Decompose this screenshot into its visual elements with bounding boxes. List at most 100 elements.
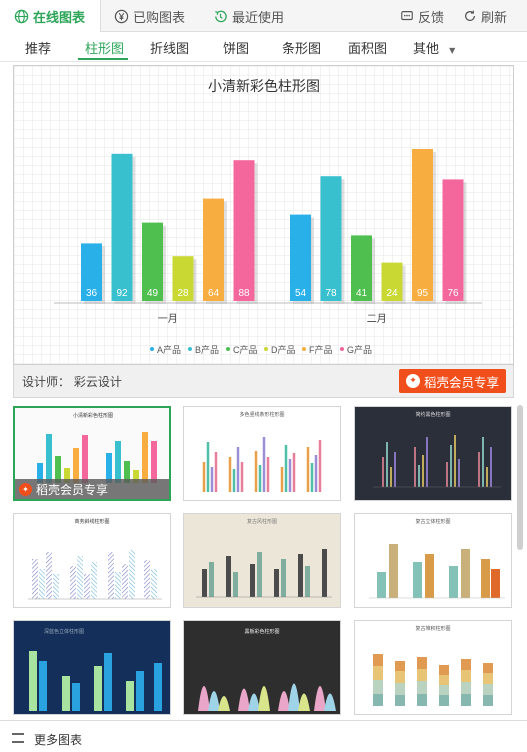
- template-thumb[interactable]: 复古立体柱形图: [354, 513, 512, 608]
- bar-value-label: 88: [238, 288, 250, 299]
- thumb-title: 复古风柱形图: [247, 518, 277, 525]
- thumb-title: 多色竖线条形柱形图: [239, 411, 284, 418]
- tab-other-label: 其他: [413, 42, 440, 57]
- thumb-title: 黑板彩色柱形图: [244, 628, 279, 635]
- template-thumb[interactable]: 黑板彩色柱形图: [183, 620, 341, 715]
- list-icon: [12, 733, 24, 743]
- legend-marker: [188, 347, 192, 351]
- x-tick-label: 一月: [158, 313, 178, 325]
- thumb-chart: 商务斜线柱形图: [28, 518, 162, 600]
- chart-bar: [233, 160, 255, 301]
- feedback-button[interactable]: 反馈: [400, 0, 444, 32]
- legend-label: D产品: [271, 344, 296, 355]
- legend-label: C产品: [233, 344, 258, 355]
- thumb-chart: 复古风柱形图: [196, 518, 332, 598]
- chart-bar: [111, 153, 133, 301]
- tab-area-chart[interactable]: 面积图: [348, 42, 388, 57]
- gallery-scrollbar[interactable]: [517, 405, 523, 550]
- bar-value-label: 92: [116, 288, 128, 299]
- chart-bar: [172, 256, 194, 301]
- tab-purchased-charts[interactable]: 已购图表: [114, 0, 185, 32]
- template-thumb[interactable]: 简约黑色柱形图: [354, 406, 512, 501]
- refresh-button[interactable]: 刷新: [463, 0, 507, 32]
- x-tick-label: 二月: [367, 313, 387, 325]
- thumb-vip-label: 稻壳会员专享: [36, 482, 109, 497]
- designer-bar: 设计师： 彩云设计 ✦ 稻壳会员专享: [13, 365, 514, 398]
- tab-column-chart[interactable]: 柱形图: [85, 42, 125, 57]
- chart-bar: [381, 262, 403, 301]
- legend-label: A产品: [157, 344, 181, 355]
- globe-icon: [14, 9, 29, 23]
- tab-online-charts[interactable]: 在线图表: [0, 0, 101, 32]
- tab-online-charts-label: 在线图表: [33, 10, 86, 26]
- thumb-chart: 复古立体柱形图: [369, 518, 505, 599]
- bar-value-label: 49: [147, 288, 159, 299]
- chart-bar: [142, 222, 163, 301]
- chart-category-tabs: 推荐 柱形图 折线图 饼图 条形图 面积图 其他 ▼: [0, 32, 527, 62]
- legend-label: F产品: [309, 344, 333, 355]
- chart-bar: [203, 198, 224, 301]
- chart-bar: [412, 149, 433, 301]
- bar-value-label: 78: [325, 288, 337, 299]
- legend-marker: [264, 347, 268, 351]
- template-gallery: 小清新彩色柱形图 ✦ 稻壳会员专享 多色竖线条形柱形图 简约黑色柱形图: [0, 403, 527, 716]
- main-chart: 小清新彩色柱形图 36 92 49 28 64 88 54 78 41 24 95 76 一月 二月 A…: [14, 66, 513, 364]
- tab-pie-chart[interactable]: 饼图: [223, 42, 250, 57]
- thumb-chart: 深蓝色立体柱形图: [29, 628, 162, 711]
- tab-recommended[interactable]: 推荐: [25, 42, 52, 57]
- legend-marker: [340, 347, 344, 351]
- template-thumb[interactable]: 深蓝色立体柱形图: [13, 620, 171, 715]
- tab-line-chart[interactable]: 折线图: [150, 42, 190, 57]
- tab-bar-chart[interactable]: 条形图: [282, 42, 322, 57]
- vip-exclusive-button[interactable]: ✦ 稻壳会员专享: [399, 369, 506, 393]
- feedback-icon: [401, 11, 413, 21]
- history-icon: [215, 10, 227, 22]
- chevron-down-icon: ▼: [449, 46, 456, 55]
- yen-icon: [114, 9, 129, 23]
- legend-marker: [302, 347, 306, 351]
- template-thumb[interactable]: 复古堆积柱形图: [354, 620, 512, 715]
- tab-other[interactable]: 其他 ▼: [413, 38, 455, 57]
- template-thumb[interactable]: 复古风柱形图: [183, 513, 341, 608]
- chart-bar: [351, 235, 372, 301]
- thumb-title: 小清新彩色柱形图: [73, 412, 113, 419]
- chart-title: 小清新彩色柱形图: [208, 78, 320, 94]
- vip-button-label: 稻壳会员专享: [423, 374, 499, 390]
- chart-bar: [442, 179, 464, 301]
- bar-value-label: 28: [177, 288, 189, 299]
- thumb-title: 复古立体柱形图: [415, 518, 450, 525]
- bar-value-label: 95: [417, 288, 429, 299]
- template-thumb[interactable]: 商务斜线柱形图: [13, 513, 171, 608]
- thumb-vip-banner: ✦ 稻壳会员专享: [15, 479, 169, 499]
- template-thumb[interactable]: 多色竖线条形柱形图: [183, 406, 341, 501]
- more-charts-label: 更多图表: [34, 733, 83, 747]
- chart-bar: [81, 243, 102, 301]
- template-thumb[interactable]: 小清新彩色柱形图 ✦ 稻壳会员专享: [13, 406, 171, 501]
- bar-value-label: 54: [295, 288, 307, 299]
- thumb-title: 深蓝色立体柱形图: [44, 628, 84, 635]
- docer-logo-icon: ✦: [19, 482, 32, 496]
- designer-label: 设计师： 彩云设计: [22, 375, 122, 389]
- tab-purchased-charts-label: 已购图表: [133, 10, 186, 26]
- legend-marker: [150, 347, 154, 351]
- legend-label: B产品: [195, 344, 219, 355]
- top-tab-bar: 在线图表 已购图表 最近使用 反馈 刷新: [0, 0, 527, 32]
- thumb-chart: 黑板彩色柱形图: [198, 628, 336, 711]
- active-tab-indicator: [78, 58, 128, 60]
- tab-recent-label: 最近使用: [232, 10, 285, 26]
- thumb-chart: 多色竖线条形柱形图: [202, 411, 322, 492]
- thumb-title: 复古堆积柱形图: [415, 625, 450, 632]
- more-charts-bar[interactable]: 更多图表: [0, 720, 527, 752]
- refresh-icon: [465, 10, 475, 22]
- tab-recent[interactable]: 最近使用: [213, 0, 284, 32]
- legend-marker: [226, 347, 230, 351]
- chart-preview[interactable]: 小清新彩色柱形图 36 92 49 28 64 88 54 78 41 24 95 76 一月 二月 A…: [13, 65, 514, 365]
- bar-value-label: 24: [386, 288, 398, 299]
- bar-value-label: 76: [447, 288, 459, 299]
- chart-bar: [290, 214, 311, 301]
- thumb-title: 简约黑色柱形图: [415, 411, 450, 418]
- chart-bar: [320, 176, 342, 301]
- thumb-chart: 复古堆积柱形图: [373, 625, 493, 706]
- bar-value-label: 64: [208, 288, 220, 299]
- bar-value-label: 36: [86, 288, 98, 299]
